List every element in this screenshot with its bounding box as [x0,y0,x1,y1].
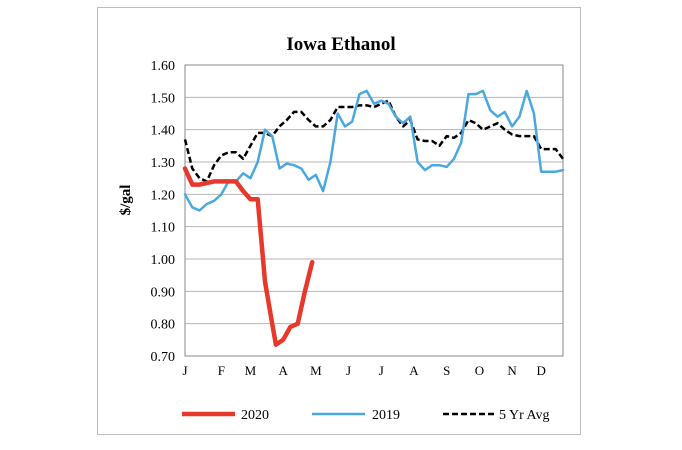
y-tick-label: 1.50 [151,91,176,106]
y-tick-label: 1.40 [151,124,176,139]
x-tick-label: J [379,363,384,378]
x-tick-label: S [443,363,450,378]
x-tick-label: N [507,363,517,378]
y-tick-label: 1.30 [151,156,176,171]
legend-label: 2019 [372,408,400,423]
x-tick-label: J [346,363,351,378]
series-line-2020 [182,166,315,347]
chart-frame [97,7,581,435]
axes: 1.60 1.50 1.40 1.30 1.20 1.10 1.00 0.90 0.80 0.70… [151,59,564,378]
plot-area-border [184,64,564,357]
x-tick-label: O [475,363,484,378]
series-line-2019 [183,89,565,212]
x-tick-label: A [278,363,288,378]
x-tick-label: D [536,363,545,378]
y-tick-label: 1.60 [151,59,176,74]
y-tick-label: 0.70 [151,350,176,365]
y-tick-label: 1.00 [151,253,176,268]
x-tick-label: F [218,363,225,378]
x-tick-label: M [310,363,322,378]
y-tick-label: 0.80 [151,318,176,333]
y-axis-label: $/gal [118,185,134,216]
series-lines [182,89,565,347]
legend-label: 5 Yr Avg [499,408,550,423]
y-tick-label: 1.20 [151,188,176,203]
y-tick-label: 1.10 [151,221,176,236]
legend: 2020 2019 5 Yr Avg [182,408,550,423]
x-tick-label: M [245,363,257,378]
y-tick-label: 0.90 [151,285,176,300]
legend-label: 2020 [241,408,269,423]
x-tick-label: J [182,363,187,378]
gridlines [185,64,563,357]
x-tick-label: A [409,363,419,378]
chart-title: Iowa Ethanol [286,34,395,55]
